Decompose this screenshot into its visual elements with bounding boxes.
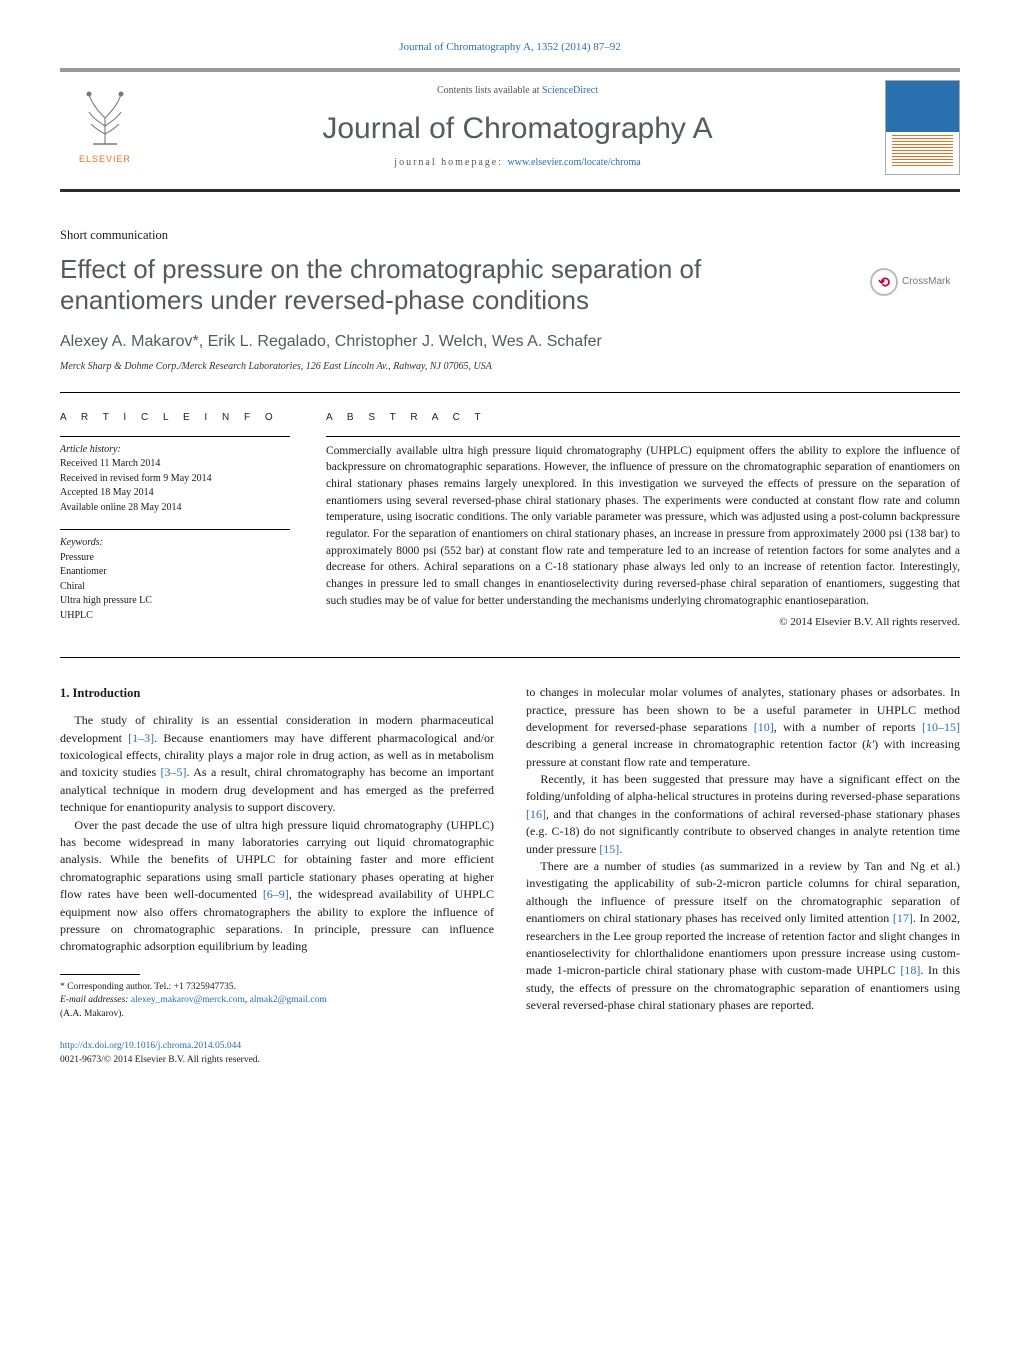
running-header-link[interactable]: Journal of Chromatography A, 1352 (2014)… [399, 41, 621, 53]
contents-line: Contents lists available at ScienceDirec… [150, 84, 885, 99]
keyword-item: Chiral [60, 580, 290, 595]
history-item: Received 11 March 2014 [60, 457, 290, 472]
doi-block: http://dx.doi.org/10.1016/j.chroma.2014.… [60, 1040, 494, 1068]
journal-title: Journal of Chromatography A [150, 107, 885, 151]
body-paragraph: Over the past decade the use of ultra hi… [60, 817, 494, 956]
citation-link[interactable]: [1–3] [128, 731, 154, 745]
keyword-item: UHPLC [60, 609, 290, 624]
abstract-heading: A B S T R A C T [326, 411, 960, 426]
citation-link[interactable]: [16] [526, 807, 546, 821]
publisher-name: ELSEVIER [60, 153, 150, 166]
affiliation: Merck Sharp & Dohme Corp./Merck Research… [60, 360, 960, 375]
sciencedirect-link[interactable]: ScienceDirect [542, 85, 598, 96]
article-info-heading: A R T I C L E I N F O [60, 411, 290, 426]
homepage-line: journal homepage: www.elsevier.com/locat… [150, 156, 885, 171]
journal-homepage-link[interactable]: www.elsevier.com/locate/chroma [508, 157, 641, 168]
keywords-block: Keywords: Pressure Enantiomer Chiral Ult… [60, 529, 290, 623]
body-text: 1. Introduction The study of chirality i… [60, 684, 960, 1067]
body-paragraph: to changes in molecular molar volumes of… [526, 684, 960, 771]
keyword-item: Ultra high pressure LC [60, 594, 290, 609]
issn-copyright: 0021-9673/© 2014 Elsevier B.V. All right… [60, 1054, 494, 1068]
crossmark-badge[interactable]: ⟲ CrossMark [870, 268, 960, 296]
citation-link[interactable]: [15] [599, 842, 619, 856]
citation-link[interactable]: [10–15] [922, 720, 960, 734]
publisher-logo[interactable]: ELSEVIER [60, 88, 150, 166]
history-item: Received in revised form 9 May 2014 [60, 472, 290, 487]
article-title: Effect of pressure on the chromatographi… [60, 254, 850, 316]
section-heading-introduction: 1. Introduction [60, 684, 494, 702]
body-paragraph: There are a number of studies (as summar… [526, 858, 960, 1015]
article-info-column: A R T I C L E I N F O Article history: R… [60, 411, 290, 637]
abstract-copyright: © 2014 Elsevier B.V. All rights reserved… [326, 615, 960, 631]
elsevier-tree-icon [75, 88, 135, 146]
body-paragraph: The study of chirality is an essential c… [60, 712, 494, 816]
abstract-text: Commercially available ultra high pressu… [326, 436, 960, 610]
running-header: Journal of Chromatography A, 1352 (2014)… [60, 40, 960, 56]
citation-link[interactable]: [3–5] [161, 765, 187, 779]
citation-link[interactable]: [6–9] [263, 887, 289, 901]
author-list: Alexey A. Makarov*, Erik L. Regalado, Ch… [60, 330, 960, 353]
abstract-column: A B S T R A C T Commercially available u… [326, 411, 960, 637]
article-history-block: Article history: Received 11 March 2014 … [60, 436, 290, 516]
citation-link[interactable]: [10] [754, 720, 774, 734]
masthead: ELSEVIER Contents lists available at Sci… [60, 68, 960, 204]
article-section-type: Short communication [60, 226, 960, 244]
history-item: Available online 28 May 2014 [60, 501, 290, 516]
author-email-link[interactable]: alexey_makarov@merck.com [131, 995, 245, 1005]
keyword-item: Pressure [60, 551, 290, 566]
keyword-item: Enantiomer [60, 565, 290, 580]
corresponding-author-footnote: * Corresponding author. Tel.: +1 7325947… [60, 981, 494, 1022]
body-paragraph: Recently, it has been suggested that pre… [526, 771, 960, 858]
doi-link[interactable]: http://dx.doi.org/10.1016/j.chroma.2014.… [60, 1041, 241, 1051]
citation-link[interactable]: [18] [900, 963, 920, 977]
history-item: Accepted 18 May 2014 [60, 486, 290, 501]
author-email-link[interactable]: almak2@gmail.com [250, 995, 327, 1005]
journal-cover-thumbnail[interactable] [885, 80, 960, 175]
citation-link[interactable]: [17] [893, 911, 913, 925]
crossmark-icon: ⟲ [870, 268, 898, 296]
